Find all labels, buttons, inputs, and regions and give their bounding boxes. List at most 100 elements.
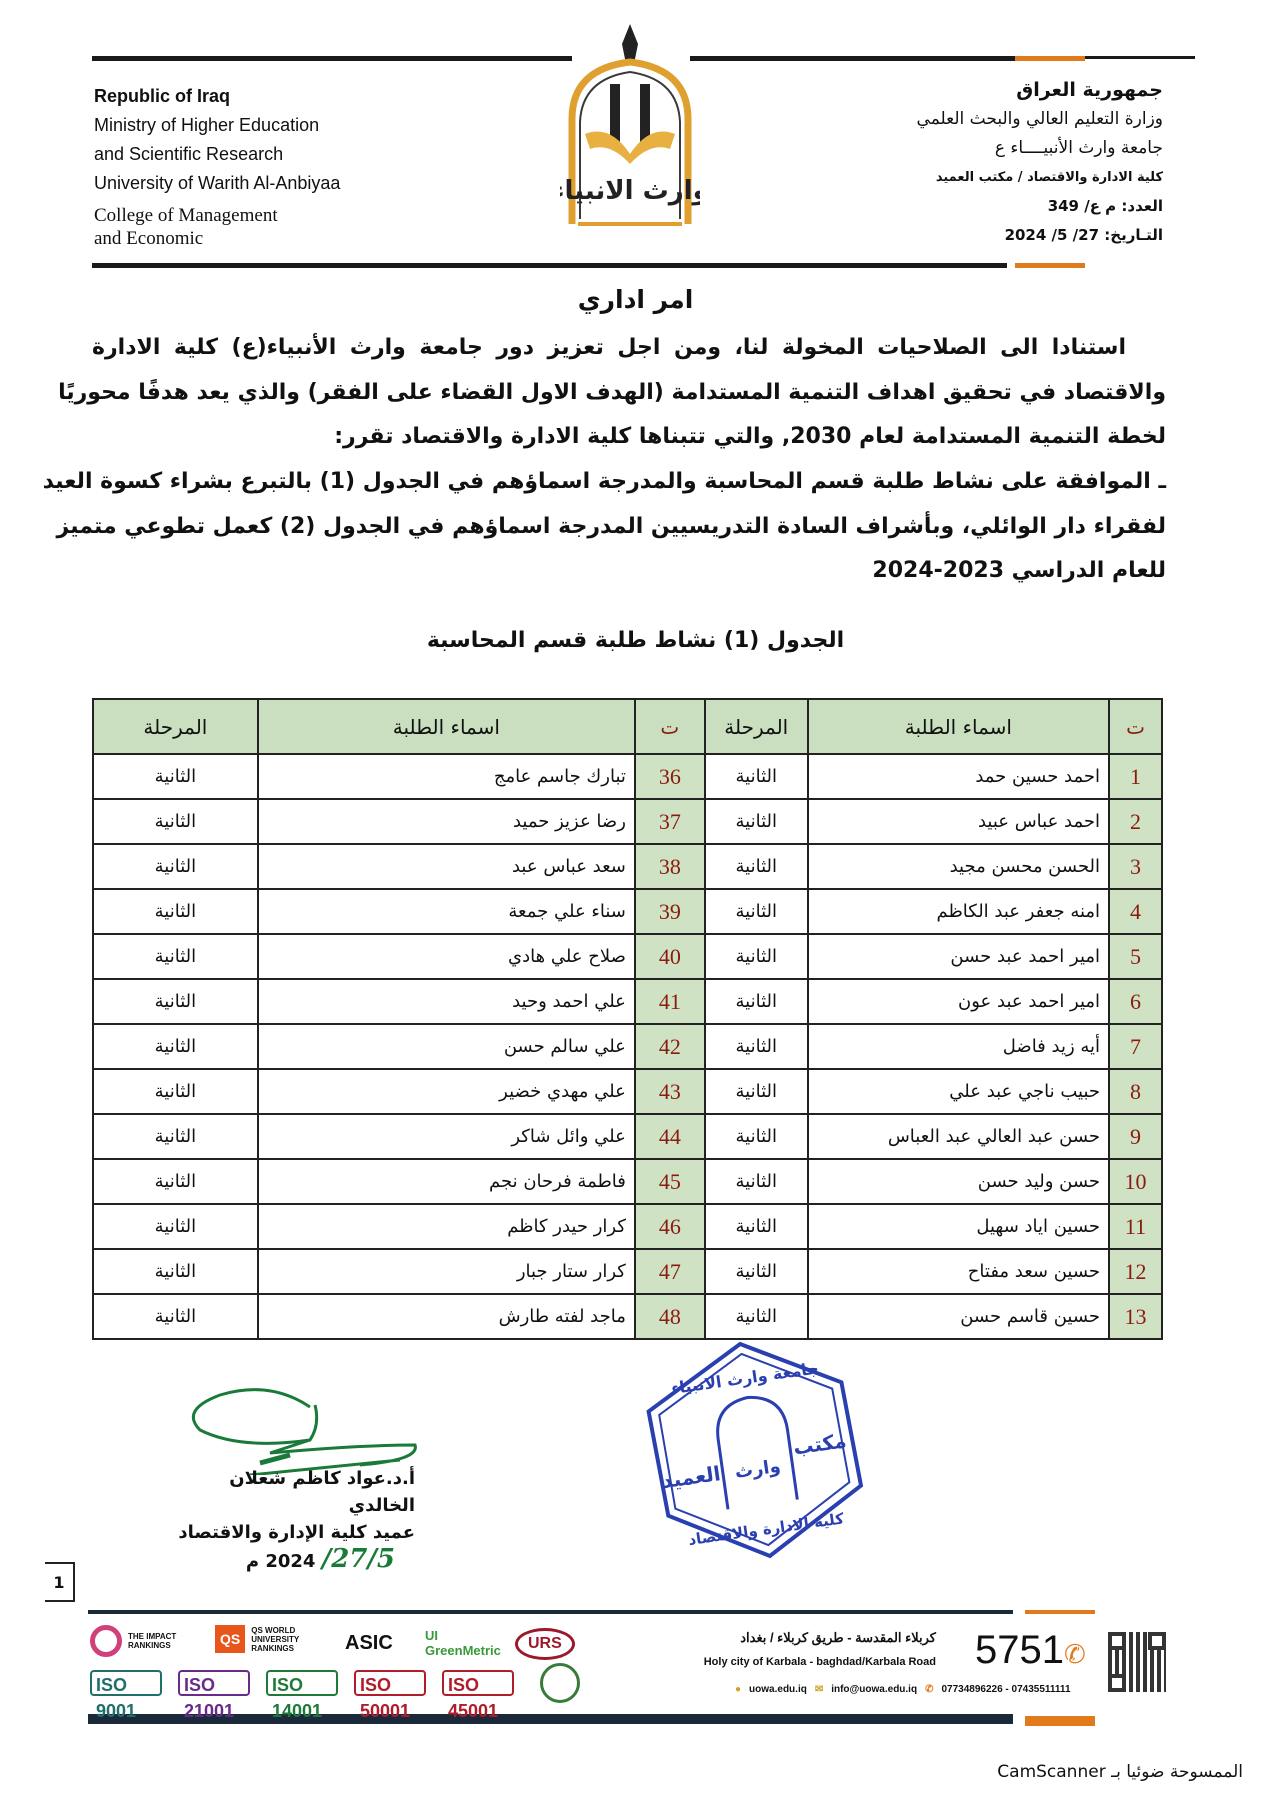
impact-rankings-logo: THE IMPACT RANKINGS: [90, 1625, 183, 1657]
header-en-college-2: and Economic: [94, 228, 204, 249]
cell-student-name: حسن عبد العالي عبد العباس: [806, 1113, 1111, 1160]
cell-number: 10: [1108, 1158, 1163, 1205]
cell-stage: الثانية: [703, 1203, 809, 1250]
table-row: 7 أيه زيد فاضل الثانية 42 علي سالم حسن الثاني…: [92, 1023, 1163, 1070]
svg-text:وارث: وارث: [734, 1456, 782, 1483]
cell-student-name: علي احمد وحيد: [256, 978, 636, 1025]
header-number: ت: [633, 698, 706, 755]
body-line: لخطة التنمية المستدامة لعام 2030, والتي …: [334, 424, 1166, 449]
cell-student-name: رضا عزيز حميد: [256, 798, 636, 845]
cell-number: 46: [633, 1203, 706, 1250]
cell-number: 36: [633, 753, 706, 800]
cell-stage: الثانية: [92, 843, 259, 890]
cell-student-name: علي وائل شاكر: [256, 1113, 636, 1160]
cell-number: 4: [1108, 888, 1163, 935]
footer-email[interactable]: info@uowa.edu.iq: [831, 1684, 918, 1695]
footer-bottom-rule: [88, 1714, 1013, 1724]
cell-student-name: احمد حسين حمد: [806, 753, 1111, 800]
cell-student-name: تبارك جاسم عامج: [256, 753, 636, 800]
table-row: 11 حسين اياد سهيل الثانية 46 كرار حيدر كاظم ا…: [92, 1203, 1163, 1250]
cell-number: 40: [633, 933, 706, 980]
footer-contacts: ● uowa.edu.iq ✉ info@uowa.edu.iq ✆ 07734896…: [735, 1684, 1071, 1695]
phone-icon: ✆: [1063, 1639, 1086, 1669]
cell-student-name: صلاح علي هادي: [256, 933, 636, 980]
table-row: 13 حسين قاسم حسن الثانية 48 ماجد لفته طارش ال…: [92, 1293, 1163, 1340]
iso-badge: ISO 50001: [354, 1670, 426, 1721]
cell-student-name: امير احمد عبد عون: [806, 978, 1111, 1025]
cell-stage: الثانية: [703, 1158, 809, 1205]
header-stage: المرحلة: [703, 698, 809, 755]
phone-icon: ✆: [925, 1684, 934, 1695]
students-table: ت اسماء الطلبة المرحلة ت اسماء الطلبة ال…: [92, 698, 1163, 1340]
university-logo: وارث الانبياء: [551, 24, 709, 234]
cell-stage: الثانية: [703, 888, 809, 935]
table-row: 10 حسن وليد حسن الثانية 45 فاطمة فرحان نجم ال…: [92, 1158, 1163, 1205]
signature-date-handwritten: 27/5/: [321, 1544, 395, 1574]
cell-student-name: فاطمة فرحان نجم: [256, 1158, 636, 1205]
cell-number: 1: [1108, 753, 1163, 800]
header-en-college: College of Management and Economic: [94, 204, 340, 250]
header-ar-university: جامعة وارث الأنبيــــاء ع: [994, 138, 1163, 158]
cell-number: 12: [1108, 1248, 1163, 1295]
impact-rankings-label: THE IMPACT RANKINGS: [128, 1632, 177, 1650]
cell-student-name: امير احمد عبد حسن: [806, 933, 1111, 980]
header-en-ministry: Ministry of Higher Education: [94, 115, 320, 135]
cell-student-name: كرار حيدر كاظم: [256, 1203, 636, 1250]
header-student-names: اسماء الطلبة: [256, 698, 636, 755]
cell-number: 13: [1108, 1293, 1163, 1340]
table-row: 9 حسن عبد العالي عبد العباس الثانية 44 علي و…: [92, 1113, 1163, 1160]
cell-student-name: سعد عباس عبد: [256, 843, 636, 890]
header-top-rule-end: [1085, 56, 1195, 59]
svg-text:وارث الانبياء: وارث الانبياء: [560, 176, 700, 206]
cell-stage: الثانية: [92, 753, 259, 800]
table-row: 2 احمد عباس عبيد الثانية 37 رضا عزيز حميد الث…: [92, 798, 1163, 845]
header-en-ministry-2: and Scientific Research: [94, 144, 284, 164]
cell-stage: الثانية: [92, 888, 259, 935]
table-row: 6 امير احمد عبد عون الثانية 41 علي احمد وحيد…: [92, 978, 1163, 1025]
svg-text:العميد: العميد: [660, 1461, 722, 1493]
cell-number: 5: [1108, 933, 1163, 980]
footer-phones: 07734896226 - 07435511111: [941, 1684, 1071, 1695]
asic-logo: ASIC: [345, 1632, 393, 1654]
signatory-name: أ.د.عواد كاظم شعلان الخالدي: [229, 1468, 415, 1516]
cell-stage: الثانية: [703, 1293, 809, 1340]
urs-logo: URS: [515, 1628, 575, 1660]
document-title: امر اداري: [577, 285, 694, 314]
cell-student-name: حبيب ناجي عبد علي: [806, 1068, 1111, 1115]
iso-badge: ISO 45001: [442, 1670, 514, 1721]
qs-icon: QS: [215, 1625, 246, 1653]
header-number: ت: [1108, 698, 1163, 755]
cell-stage: الثانية: [92, 1023, 259, 1070]
cell-student-name: حسين قاسم حسن: [806, 1293, 1111, 1340]
cell-stage: الثانية: [92, 1068, 259, 1115]
svg-text:كلية الادارة والاقتصاد: كلية الادارة والاقتصاد: [687, 1509, 845, 1549]
cell-stage: الثانية: [703, 1248, 809, 1295]
cell-student-name: علي مهدي خضير: [256, 1068, 636, 1115]
header-en-university: University of Warith Al-Anbiyaa: [94, 173, 341, 193]
header-english-block: Republic of Iraq Ministry of Higher Educ…: [94, 82, 340, 250]
footer-website[interactable]: uowa.edu.iq: [749, 1684, 807, 1695]
cell-stage: الثانية: [92, 1203, 259, 1250]
table-row: 4 امنه جعفر عبد الكاظم الثانية 39 سناء علي ج…: [92, 888, 1163, 935]
iso-badge: ISO 9001: [90, 1670, 162, 1721]
cell-number: 38: [633, 843, 706, 890]
cell-stage: الثانية: [92, 798, 259, 845]
cell-student-name: امنه جعفر عبد الكاظم: [806, 888, 1111, 935]
table-body: 1 احمد حسين حمد الثانية 36 تبارك جاسم عامج ال…: [92, 753, 1163, 1340]
table-header-row: ت اسماء الطلبة المرحلة ت اسماء الطلبة ال…: [92, 698, 1163, 755]
cell-stage: الثانية: [92, 978, 259, 1025]
cell-stage: الثانية: [92, 1113, 259, 1160]
camscanner-watermark: الممسوحة ضوئيا بـ CamScanner: [997, 1762, 1243, 1782]
body-line: ـ الموافقة على نشاط طلبة قسم المحاسبة وا…: [42, 469, 1166, 494]
header-ar-country: جمهورية العراق: [1016, 79, 1163, 101]
cell-student-name: حسين اياد سهيل: [806, 1203, 1111, 1250]
page-number: 1: [45, 1562, 75, 1602]
qr-code: [1108, 1632, 1166, 1692]
cell-number: 39: [633, 888, 706, 935]
cell-stage: الثانية: [703, 843, 809, 890]
cell-student-name: أيه زيد فاضل: [806, 1023, 1111, 1070]
impact-rankings-icon: [90, 1625, 122, 1657]
ui-greenmetric-logo: UI GreenMetric: [425, 1628, 501, 1658]
body-paragraph-1: استنادا الى الصلاحيات المخولة لنا، ومن ا…: [58, 326, 1166, 460]
cell-stage: الثانية: [703, 1068, 809, 1115]
